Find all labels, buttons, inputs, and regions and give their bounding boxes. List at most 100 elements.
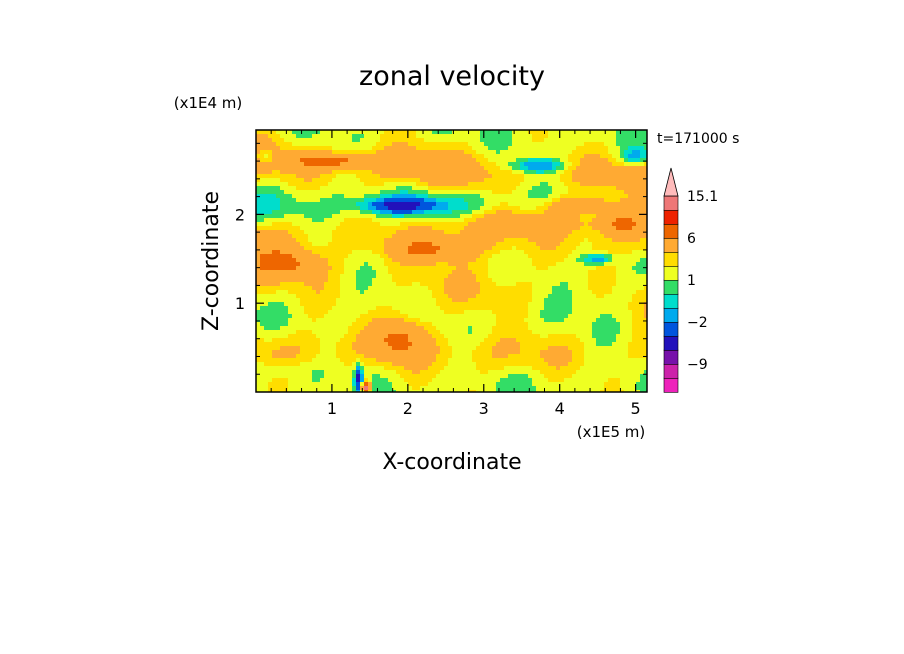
contour-cell [288, 302, 293, 307]
contour-cell [508, 318, 513, 323]
contour-cell [264, 386, 269, 391]
contour-cell [324, 134, 329, 139]
contour-cell [284, 382, 289, 387]
contour-cell [468, 310, 473, 315]
contour-cell [348, 150, 353, 155]
contour-cell [508, 222, 513, 227]
contour-cell [492, 130, 497, 135]
contour-cell [416, 338, 421, 343]
contour-cell [544, 378, 549, 383]
contour-cell [452, 226, 457, 231]
contour-cell [316, 282, 321, 287]
contour-cell [280, 358, 285, 363]
contour-cell [324, 166, 329, 171]
contour-cell [428, 242, 433, 247]
contour-cell [516, 302, 521, 307]
contour-cell [552, 182, 557, 187]
contour-cell [548, 194, 553, 199]
contour-cell [272, 350, 277, 355]
contour-cell [332, 190, 337, 195]
contour-cell [404, 226, 409, 231]
contour-cell [376, 354, 381, 359]
contour-cell [548, 286, 553, 291]
contour-cell [440, 354, 445, 359]
contour-cell [344, 378, 349, 383]
contour-cell [412, 294, 417, 299]
contour-cell [508, 370, 513, 375]
contour-cell [336, 342, 341, 347]
contour-cell [492, 194, 497, 199]
contour-cell [392, 174, 397, 179]
contour-cell [296, 294, 301, 299]
contour-cell [428, 306, 433, 311]
contour-cell [360, 238, 365, 243]
contour-cell [492, 306, 497, 311]
contour-cell [348, 174, 353, 179]
contour-cell [464, 350, 469, 355]
contour-cell [388, 334, 393, 339]
contour-cell [392, 338, 397, 343]
contour-cell [552, 242, 557, 247]
contour-cell [500, 286, 505, 291]
contour-cell [492, 294, 497, 299]
contour-cell [540, 238, 545, 243]
contour-cell [324, 302, 329, 307]
contour-cell [304, 310, 309, 315]
contour-cell [380, 174, 385, 179]
contour-cell [488, 206, 493, 211]
contour-cell [424, 290, 429, 295]
contour-cell [424, 234, 429, 239]
contour-cell [552, 386, 557, 391]
contour-cell [500, 354, 505, 359]
contour-cell [320, 274, 325, 279]
contour-cell [268, 234, 273, 239]
contour-cell [448, 194, 453, 199]
contour-cell [272, 262, 277, 267]
contour-cell [512, 166, 517, 171]
contour-cell [468, 230, 473, 235]
contour-cell [368, 310, 373, 315]
contour-cell [368, 302, 373, 307]
contour-cell [444, 194, 449, 199]
contour-cell [324, 206, 329, 211]
contour-cell [504, 262, 509, 267]
contour-cell [548, 282, 553, 287]
contour-cell [476, 330, 481, 335]
contour-cell [476, 254, 481, 259]
contour-cell [288, 170, 293, 175]
contour-cell [532, 338, 537, 343]
contour-cell [424, 306, 429, 311]
contour-cell [308, 234, 313, 239]
contour-cell [508, 270, 513, 275]
contour-cell [380, 386, 385, 391]
contour-cell [300, 162, 305, 167]
contour-cell [412, 302, 417, 307]
contour-cell [416, 354, 421, 359]
contour-cell [428, 254, 433, 259]
contour-cell [392, 218, 397, 223]
contour-cell [272, 266, 277, 271]
contour-cell [292, 386, 297, 391]
contour-cell [368, 138, 373, 143]
contour-cell [440, 246, 445, 251]
contour-cell [460, 302, 465, 307]
contour-cell [364, 390, 369, 393]
contour-cell [508, 246, 513, 251]
contour-cell [488, 158, 493, 163]
contour-cell [392, 142, 397, 147]
contour-cell [348, 138, 353, 143]
contour-cell [384, 382, 389, 387]
contour-cell [452, 202, 457, 207]
contour-cell [420, 158, 425, 163]
contour-cell [552, 206, 557, 211]
contour-cell [404, 322, 409, 327]
contour-cell [376, 242, 381, 247]
contour-cell [496, 134, 501, 139]
contour-cell [316, 226, 321, 231]
contour-cell [432, 198, 437, 203]
contour-cell [336, 138, 341, 143]
contour-cell [532, 166, 537, 171]
contour-cell [408, 366, 413, 371]
contour-cell [412, 150, 417, 155]
contour-cell [348, 366, 353, 371]
